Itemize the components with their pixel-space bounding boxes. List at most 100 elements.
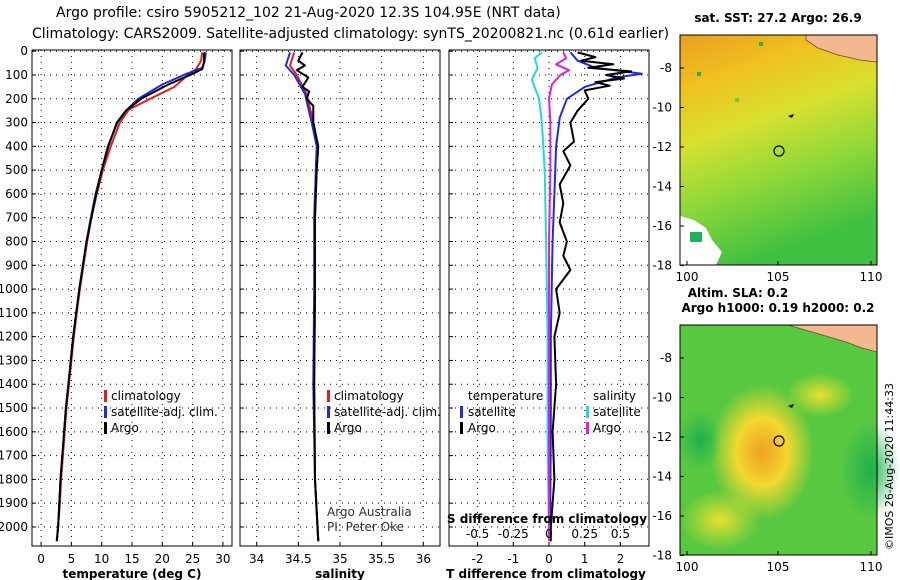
legend-label-satellite: satellite-adj. clim.: [334, 405, 441, 419]
s-difference-tick-label: 0: [545, 527, 553, 541]
depth-tick-label: 1700: [0, 449, 28, 463]
sst-axis-labels: -8 -10 -12 -14 -16 -18 100 105 110: [652, 61, 882, 284]
legend-label-t-satellite: satellite: [468, 405, 516, 419]
sst-pixel-green: [690, 232, 702, 242]
credit-line2: PI: Peter Oke: [327, 520, 404, 534]
depth-tick-label: 200: [5, 92, 28, 106]
sla-argo-position-marker: [773, 435, 785, 447]
map-lon-label: 110: [860, 560, 883, 574]
map-lon-label: 105: [767, 270, 790, 284]
sst-argo-position-marker: [773, 145, 785, 157]
legend-label-climatology: climatology: [111, 389, 181, 403]
temperature-axis-label: temperature (deg C): [63, 567, 202, 580]
sst-field: [680, 35, 877, 265]
legend-temperature-heading: temperature: [468, 389, 543, 403]
sst-pixel-spot: [697, 72, 701, 76]
depth-tick-label: 700: [5, 211, 28, 225]
copyright-stamp: ©IMOS 26-Aug-2020 11:44:33: [883, 383, 896, 550]
legend-label-s-argo: Argo: [593, 421, 621, 435]
series-line-s-argo: [548, 51, 570, 542]
x-tick-label: 20: [155, 552, 170, 566]
sla-anomaly-high: [710, 384, 814, 520]
x-tick-label: 10: [94, 552, 109, 566]
legend-swatch-satellite: [327, 406, 330, 418]
map-lon-label: 105: [767, 560, 790, 574]
s-difference-tick-label: 0.25: [571, 527, 598, 541]
depth-tick-label: 500: [5, 163, 28, 177]
t-difference-axis-label: T difference from climatology: [446, 567, 646, 580]
map-lat-label: -12: [652, 430, 672, 444]
depth-tick-label: 100: [5, 68, 28, 82]
legend-label-argo: Argo: [111, 421, 139, 435]
depth-tick-label: 1400: [0, 377, 28, 391]
map-lat-label: -8: [660, 61, 672, 75]
series-line-s-satellite: [530, 51, 550, 542]
legend-swatch-climatology: [327, 390, 330, 402]
depth-tick-label: 1000: [0, 282, 28, 296]
map-lon-label: 110: [860, 270, 883, 284]
grid-layer: [32, 50, 649, 546]
map-lon-label: 100: [676, 270, 699, 284]
x-tick-label: 15: [124, 552, 139, 566]
series-line-t-satellite: [548, 51, 643, 542]
x-tick-label: 34: [249, 552, 264, 566]
figure-title-line1: Argo profile: csiro 5905212_102 21-Aug-2…: [56, 5, 561, 21]
legend-swatch-satellite: [104, 406, 107, 418]
salinity-axis-label: salinity: [315, 567, 365, 580]
difference-x-tick-labels: -2 -1 0 1 2: [472, 552, 625, 566]
map-lat-label: -10: [652, 101, 672, 115]
x-tick-label: 35: [332, 552, 347, 566]
s-difference-tick-label: -0.5: [466, 527, 489, 541]
depth-tick-label: 2000: [0, 520, 28, 534]
legend-label-satellite: satellite-adj. clim.: [111, 405, 218, 419]
depth-tick-label: 1600: [0, 425, 28, 439]
sst-pixel-spot: [735, 98, 739, 102]
credit-line1: Argo Australia: [327, 505, 412, 519]
depth-tick-label: 400: [5, 139, 28, 153]
sst-island-marker: [788, 114, 794, 118]
sst-pixel-spot: [759, 42, 763, 46]
sst-map-title: sat. SST: 27.2 Argo: 26.9: [694, 11, 861, 25]
difference-legend: temperature satellite Argo salinity sate…: [460, 389, 641, 435]
x-tick-label: 25: [185, 552, 200, 566]
map-lat-label: -8: [660, 351, 672, 365]
depth-tick-label: 1300: [0, 353, 28, 367]
legend-swatch-t-argo: [460, 422, 463, 434]
data-layer: [55, 51, 643, 542]
x-tick-label: 35.5: [368, 552, 395, 566]
map-lon-label: 100: [676, 560, 699, 574]
sla-island-marker: [788, 404, 794, 408]
map-lat-label: -14: [652, 180, 672, 194]
x-tick-label: 5: [68, 552, 76, 566]
sla-axis-labels: -8 -10 -12 -14 -16 -18 100 105 110: [652, 351, 882, 574]
figure-title-line2: Climatology: CARS2009. Satellite-adjuste…: [32, 26, 670, 42]
map-lat-label: -12: [652, 140, 672, 154]
legend-swatch-argo: [327, 422, 330, 434]
map-lat-label: -18: [652, 259, 672, 273]
legend-swatch-climatology: [104, 390, 107, 402]
map-lat-label: -14: [652, 470, 672, 484]
series-line-t-argo: [549, 51, 633, 542]
s-difference-tick-label: -0.25: [498, 527, 529, 541]
legend-swatch-s-argo: [586, 422, 589, 434]
sla-map-title-line1: Altim. SLA: 0.2: [688, 286, 789, 300]
legend-label-t-argo: Argo: [468, 421, 496, 435]
depth-tick-label: 600: [5, 187, 28, 201]
temperature-x-tick-labels: 0 5 10 15 20 25 30: [37, 552, 230, 566]
sst-map: [679, 34, 878, 266]
map-lat-label: -18: [652, 549, 672, 563]
salinity-legend: climatology satellite-adj. clim. Argo: [327, 389, 441, 435]
x-tick-label: -1: [507, 552, 519, 566]
depth-tick-label: 1900: [0, 496, 28, 510]
legend-swatch-t-satellite: [460, 406, 463, 418]
sla-anomaly-low: [840, 420, 900, 520]
salinity-difference-tick-labels: -0.5 -0.25 0 0.25 0.5: [466, 527, 630, 541]
depth-tick-label: 1200: [0, 330, 28, 344]
depth-axis-labels: 0 100 200 300 400 500 600 700 800 900 1000 1100 1200…: [0, 44, 28, 534]
map-lat-label: -16: [652, 219, 672, 233]
x-tick-label: 1: [581, 552, 589, 566]
depth-tick-label: 900: [5, 258, 28, 272]
sla-anomaly-mid: [680, 490, 760, 550]
x-tick-label: 36: [416, 552, 431, 566]
legend-label-s-satellite: satellite: [593, 405, 641, 419]
